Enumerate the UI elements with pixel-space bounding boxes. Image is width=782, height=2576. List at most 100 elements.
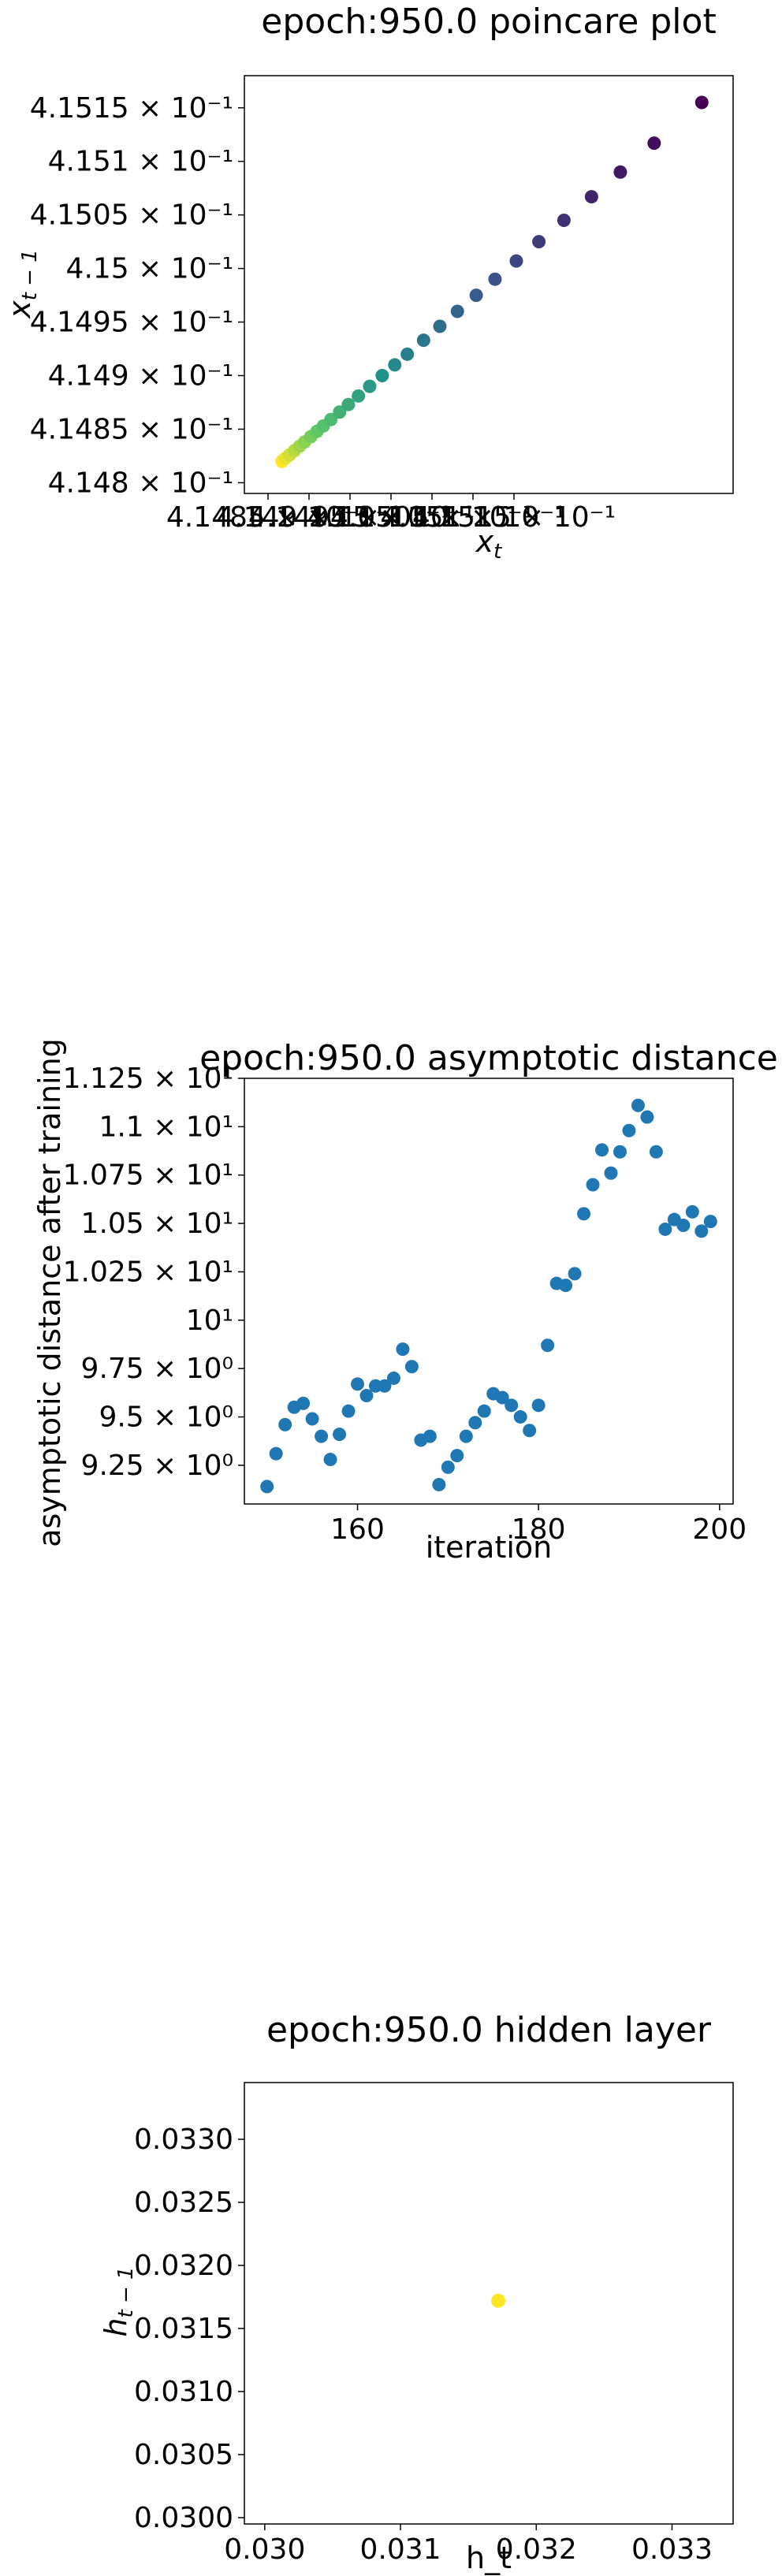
x-tick-label: 4.1505 × 10⁻¹ — [330, 501, 534, 534]
y-tick-label: 0.0330 — [134, 2124, 233, 2156]
data-point — [559, 1279, 573, 1293]
y-tick-label: 4.1485 × 10⁻¹ — [30, 413, 233, 445]
data-point — [584, 190, 598, 204]
y-tick-label: 4.1515 × 10⁻¹ — [30, 92, 233, 125]
data-point — [613, 165, 627, 179]
chart-hidden-ylabel: ht − 1 — [99, 2266, 138, 2336]
x-tick-label: 200 — [692, 1513, 747, 1546]
y-tick-label: 9.25 × 10⁰ — [81, 1450, 233, 1482]
data-point — [658, 1222, 672, 1236]
data-point — [260, 1480, 274, 1494]
data-point — [423, 1429, 437, 1443]
data-point — [541, 1338, 555, 1353]
x-tick-label: 0.030 — [224, 2533, 305, 2566]
data-point — [296, 1396, 311, 1410]
data-point — [495, 1390, 509, 1405]
x-tick-label: 0.033 — [631, 2533, 713, 2566]
chart-hidden-y-ticks: 0.0300 0.0305 0.0310 0.0315 0.0320 0.0325 0.03… — [134, 2124, 244, 2534]
data-point — [468, 1416, 482, 1430]
chart-asymptotic-x-ticks: 160 180 200 — [330, 1504, 747, 1546]
x-tick-label: 4.1495 × 10⁻¹ — [248, 501, 452, 534]
y-tick-label: 9.75 × 10⁰ — [81, 1353, 233, 1385]
data-point — [694, 95, 709, 110]
chart-poincare-x-ticks: 4.1485 × 10⁻¹4.149 × 10⁻¹4.1495 × 10⁻¹4.… — [166, 493, 616, 534]
x-tick-label: 0.031 — [360, 2533, 441, 2566]
y-tick-label: 4.1495 × 10⁻¹ — [30, 307, 233, 339]
chart-asymptotic-title: epoch:950.0 asymptotic distance — [199, 1038, 778, 1078]
data-point — [488, 272, 502, 286]
data-point — [469, 288, 483, 303]
data-point — [505, 1398, 519, 1413]
data-point — [341, 1404, 356, 1418]
data-point — [404, 1360, 419, 1374]
data-point — [676, 1219, 691, 1233]
chart-poincare-title: epoch:950.0 poincare plot — [261, 2, 716, 42]
data-point — [568, 1267, 582, 1281]
data-point — [523, 1424, 537, 1438]
y-tick-label: 9.5 × 10⁰ — [99, 1402, 233, 1434]
y-tick-label: 1.05 × 10¹ — [81, 1208, 233, 1240]
data-point — [631, 1098, 645, 1112]
data-point — [341, 397, 356, 411]
data-point — [509, 254, 523, 268]
data-point — [388, 358, 402, 372]
chart-poincare-y-ticks: 4.148 × 10⁻¹ 4.1485 × 10⁻¹ 4.149 × 10⁻¹ 4.1… — [30, 92, 244, 499]
data-point — [351, 1377, 365, 1391]
x-tick-label: 4.151 × 10⁻¹ — [380, 501, 565, 534]
chart-asymptotic-y-ticks: 9.25 × 10⁰ 9.5 × 10⁰ 9.75 × 10⁰ 10¹ 1.025 × … — [63, 1063, 244, 1482]
x-tick-label: 180 — [512, 1513, 566, 1546]
chart-hidden: epoch:950.0 hidden layer 0.0300 0.0305 0.0… — [99, 2010, 734, 2575]
data-point — [396, 1342, 410, 1357]
data-point — [441, 1460, 455, 1474]
data-point — [649, 1145, 663, 1159]
y-tick-label: 0.0315 — [134, 2313, 233, 2345]
x-tick-label: 4.149 × 10⁻¹ — [216, 501, 401, 534]
data-point — [315, 1429, 329, 1443]
data-point — [685, 1204, 699, 1219]
chart-hidden-points — [491, 2293, 506, 2308]
data-point — [386, 1371, 400, 1385]
data-point — [703, 1215, 717, 1229]
y-tick-label: 4.15 × 10⁻¹ — [66, 253, 233, 285]
data-point — [324, 412, 338, 426]
data-point — [433, 319, 447, 333]
chart-poincare-points — [275, 95, 709, 468]
data-point — [278, 1417, 292, 1431]
data-point — [416, 333, 430, 348]
data-point — [586, 1178, 600, 1192]
data-point — [647, 136, 661, 151]
data-point — [333, 1428, 347, 1442]
data-point — [531, 1398, 546, 1413]
data-point — [378, 1379, 392, 1393]
x-tick-label: 4.15 × 10⁻¹ — [307, 501, 475, 534]
data-point — [333, 405, 347, 419]
data-point — [269, 1446, 283, 1461]
data-point — [577, 1207, 591, 1221]
y-tick-label: 1.075 × 10¹ — [63, 1160, 233, 1192]
y-tick-label: 1.025 × 10¹ — [63, 1256, 233, 1288]
x-tick-label: 160 — [330, 1513, 385, 1546]
chart-hidden-title: epoch:950.0 hidden layer — [266, 2010, 712, 2050]
data-point — [450, 1449, 464, 1463]
chart-asymptotic: epoch:950.0 asymptotic distance 9.25 × 1… — [32, 1038, 778, 1565]
data-point — [363, 379, 377, 393]
y-tick-label: 0.0320 — [134, 2250, 233, 2282]
chart-asymptotic-points — [260, 1098, 717, 1494]
data-point — [375, 369, 389, 383]
chart-hidden-x-ticks: 0.030 0.031 0.032 0.033 — [224, 2524, 713, 2566]
chart-poincare-ylabel: xt − 1 — [2, 249, 42, 319]
chart-hidden-axes-frame — [244, 2082, 734, 2525]
data-point — [613, 1145, 627, 1159]
y-tick-label: 1.1 × 10¹ — [99, 1111, 233, 1143]
y-tick-label: 0.0305 — [134, 2439, 233, 2471]
y-tick-label: 0.0310 — [134, 2376, 233, 2408]
y-tick-label: 1.125 × 10¹ — [63, 1063, 233, 1095]
y-tick-label: 0.0300 — [134, 2502, 233, 2534]
x-tick-label: 4.1485 × 10⁻¹ — [166, 501, 370, 534]
data-point — [532, 235, 546, 249]
data-point — [513, 1410, 527, 1424]
data-point — [352, 389, 366, 403]
chart-hidden-xlabel: h_t — [466, 2541, 512, 2575]
data-point — [305, 1412, 319, 1426]
